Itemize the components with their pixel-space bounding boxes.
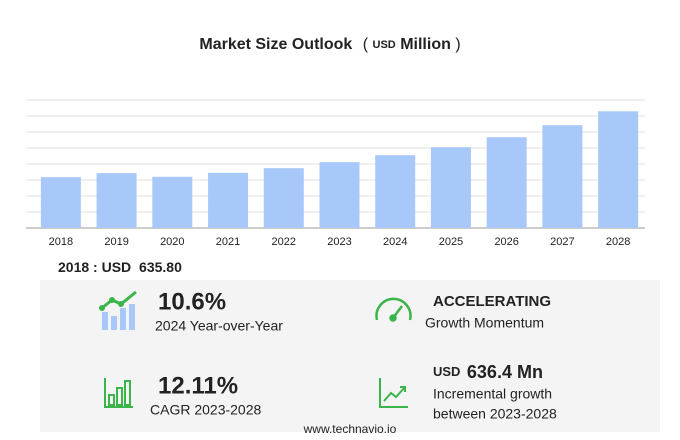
bar: [40, 177, 81, 228]
title-main: Market Size Outlook: [199, 36, 352, 53]
cagr-label: CAGR 2023-2028: [150, 402, 262, 418]
chart-title: Market Size Outlook ( USD Million ): [199, 36, 460, 53]
bar: [208, 172, 249, 228]
bar: [430, 147, 471, 228]
x-tick-label: 2019: [104, 236, 128, 248]
x-tick-label: 2022: [272, 236, 296, 248]
x-tick-label: 2020: [160, 236, 184, 248]
title-paren: ): [455, 36, 460, 53]
bar: [319, 162, 360, 228]
bar: [486, 137, 527, 228]
yoy-icon: [99, 290, 137, 330]
title-currency: USD: [373, 39, 396, 51]
footer: www.technavio.io: [303, 422, 397, 436]
x-tick-label: 2027: [550, 236, 574, 248]
incr-value: USD 636.4 Mn: [433, 362, 543, 382]
momentum-icon: [375, 297, 412, 322]
base-label: 2018 : USD: [58, 259, 131, 275]
momentum-value: ACCELERATING: [433, 293, 551, 310]
x-tick-label: 2024: [383, 236, 407, 248]
x-tick-label: 2025: [439, 236, 463, 248]
bar: [152, 176, 193, 228]
bar: [542, 125, 583, 228]
summary-panel: [40, 280, 660, 432]
bar: [598, 111, 639, 228]
bar: [263, 168, 304, 228]
bar: [96, 173, 137, 228]
x-tick-label: 2018: [49, 236, 73, 248]
incr-currency: USD: [433, 364, 460, 379]
x-tick-label: 2028: [606, 236, 630, 248]
base-year: 2018 : USD 635.80: [58, 259, 182, 275]
yoy-label: 2024 Year-over-Year: [155, 318, 283, 334]
title-paren: (: [363, 36, 369, 53]
bar: [375, 155, 416, 228]
incr-label: between 2023-2028: [433, 406, 557, 422]
x-tick-label: 2023: [327, 236, 351, 248]
x-tick-label: 2026: [494, 236, 518, 248]
cagr-icon: [104, 378, 133, 408]
momentum-label: Growth Momentum: [425, 315, 544, 331]
title-unit: Million: [400, 36, 451, 53]
plot-area: 2018 2019 2020 2021 2022 2023 2024 2025 2026 2027…: [26, 99, 645, 248]
yoy-value: 10.6%: [158, 288, 226, 315]
incr-icon: [379, 378, 408, 408]
x-tick-label: 2021: [216, 236, 240, 248]
incr-amount: 636.4 Mn: [467, 362, 543, 382]
base-value: 635.80: [139, 259, 182, 275]
cagr-value: 12.11%: [158, 372, 238, 399]
incr-label: Incremental growth: [433, 386, 552, 402]
